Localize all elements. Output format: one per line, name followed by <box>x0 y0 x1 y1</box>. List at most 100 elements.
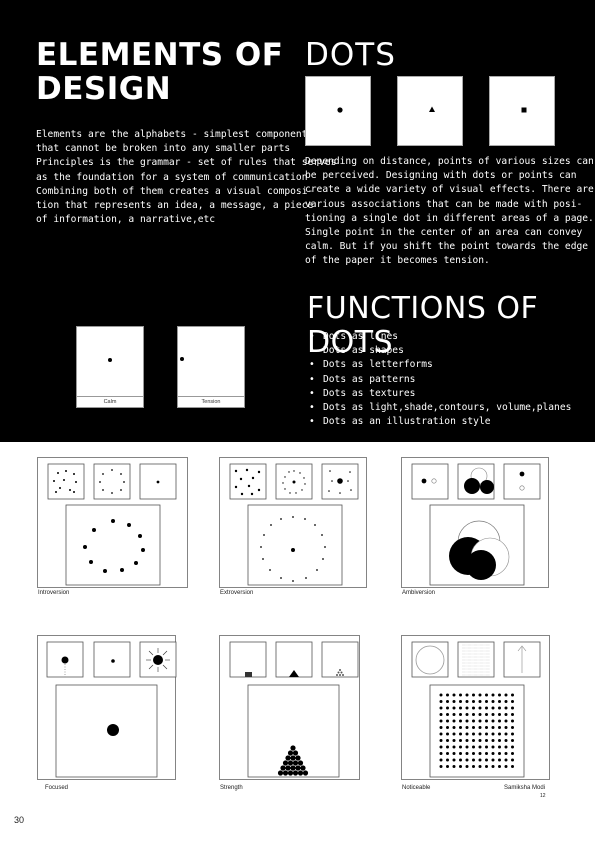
grid-dot <box>439 739 443 742</box>
noticeable-label: Noticeable <box>402 785 431 791</box>
grid-dot <box>504 706 508 710</box>
grid-dot <box>478 719 482 723</box>
square-dot-icon <box>521 107 527 113</box>
grid-dot <box>439 745 443 749</box>
introversion-panel: Introversion <box>37 457 189 606</box>
grid-dot <box>439 719 443 723</box>
grid-dot <box>485 732 488 736</box>
grid-dot <box>459 732 462 736</box>
ambiversion-illustration <box>401 457 549 588</box>
grid-dot <box>439 732 443 736</box>
function-item: Dots as lines <box>307 330 571 344</box>
edge-dot-icon <box>180 357 184 361</box>
grid-dot <box>504 752 508 755</box>
grid-dot <box>504 765 508 768</box>
tension-caption: Tension <box>178 396 244 407</box>
grid-dot <box>491 719 495 723</box>
grid-dot <box>465 732 469 736</box>
grid-dot <box>485 758 488 762</box>
grid-dot <box>478 700 482 703</box>
grid-dot <box>504 693 508 697</box>
grid-dot <box>472 732 475 736</box>
grid-dot <box>504 758 508 762</box>
grid-dot <box>504 713 508 716</box>
grid-dot <box>485 706 488 710</box>
grid-dot <box>459 726 462 729</box>
grid-dot <box>446 700 449 703</box>
grid-dot <box>491 745 495 749</box>
introversion-illustration <box>37 457 188 588</box>
grid-dot <box>485 713 488 716</box>
grid-dot <box>446 752 449 755</box>
grid-dot <box>459 745 462 749</box>
grid-dot <box>452 739 456 742</box>
functions-list: Dots as lines Dots as shapes Dots as let… <box>307 330 571 430</box>
grid-dot <box>504 739 508 742</box>
grid-dot <box>439 700 443 703</box>
grid-dot <box>465 745 469 749</box>
grid-dot <box>491 706 495 710</box>
grid-dot <box>452 745 456 749</box>
grid-dot <box>465 700 469 703</box>
title-line-2: DESIGN <box>36 71 172 107</box>
grid-dot <box>452 732 456 736</box>
grid-dot <box>472 739 475 742</box>
function-item: Dots as an illustration style <box>307 415 571 429</box>
grid-dot <box>478 732 482 736</box>
grid-dot <box>459 752 462 755</box>
grid-dot <box>472 765 475 768</box>
grid-dot <box>459 706 462 710</box>
credit-text: Samiksha Modi <box>504 785 546 791</box>
grid-dot <box>485 700 488 703</box>
grid-dot <box>485 745 488 749</box>
strength-label: Strength <box>220 785 243 791</box>
grid-dot <box>446 693 449 697</box>
grid-dot <box>446 726 449 729</box>
grid-dot <box>459 693 462 697</box>
grid-dot <box>504 700 508 703</box>
grid-dot <box>511 713 514 716</box>
grid-dot <box>465 739 469 742</box>
grid-dot <box>478 739 482 742</box>
grid-dot <box>465 713 469 716</box>
grid-dot <box>485 693 488 697</box>
grid-dot <box>472 758 475 762</box>
grid-dot <box>452 706 456 710</box>
grid-dot <box>491 726 495 729</box>
grid-dot <box>478 693 482 697</box>
grid-dot <box>491 713 495 716</box>
grid-dot <box>498 745 501 749</box>
grid-dot <box>511 706 514 710</box>
grid-dot <box>498 732 501 736</box>
focused-panel: Focused <box>37 635 189 791</box>
function-item: Dots as shapes <box>307 344 571 358</box>
grid-dot <box>472 713 475 716</box>
centered-dot-icon <box>108 358 112 362</box>
grid-dot <box>446 758 449 762</box>
extroversion-illustration <box>219 457 367 588</box>
grid-dot <box>459 713 462 716</box>
grid-dot <box>446 739 449 742</box>
tension-example: Tension <box>177 326 245 408</box>
grid-dot <box>478 752 482 755</box>
grid-dot <box>498 765 501 768</box>
grid-dot <box>491 739 495 742</box>
dot-square-box <box>489 76 555 146</box>
grid-dot <box>491 732 495 736</box>
black-header-section: ELEMENTS OF DESIGN DOTS Elements are the… <box>0 0 595 442</box>
grid-dot <box>439 713 443 716</box>
grid-dot <box>472 752 475 755</box>
grid-dot <box>446 706 449 710</box>
grid-dot <box>485 752 488 755</box>
grid-dot <box>485 719 488 723</box>
grid-dot <box>504 745 508 749</box>
grid-dot <box>478 758 482 762</box>
noticeable-panel: Noticeable Samiksha Modi 12 <box>401 635 553 799</box>
grid-dot <box>504 726 508 729</box>
grid-dot <box>491 752 495 755</box>
grid-dot <box>446 719 449 723</box>
ambiversion-panel: Ambiversion <box>401 457 553 606</box>
grid-dot <box>465 726 469 729</box>
grid-dot <box>439 693 443 697</box>
grid-dot <box>452 752 456 755</box>
